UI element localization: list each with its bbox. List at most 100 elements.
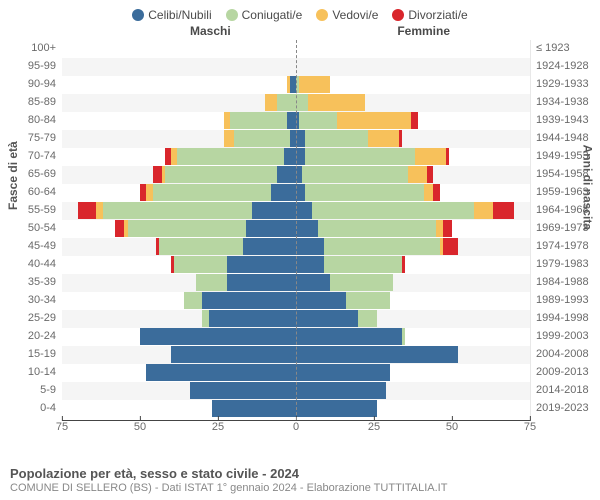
bar-segment (277, 94, 296, 111)
legend: Celibi/Nubili Coniugati/e Vedovi/e Divorzia… (0, 0, 600, 22)
bar-segment (296, 256, 324, 273)
male-bar (0, 148, 296, 165)
x-tick: 25 (368, 421, 380, 433)
legend-swatch (226, 9, 238, 21)
bar-segment (296, 364, 390, 381)
bar-segment (330, 274, 392, 291)
male-bar (0, 94, 296, 111)
bar-segment (312, 202, 474, 219)
pyramid-plot: 100+≤ 192395-991924-192890-941929-193385… (62, 40, 530, 420)
bar-segment (408, 166, 427, 183)
bar-segment (324, 238, 439, 255)
bar-segment (227, 274, 296, 291)
female-bar (296, 130, 600, 147)
bar-segment (443, 220, 452, 237)
male-bar (0, 400, 296, 417)
bar-segment (324, 256, 402, 273)
bar-segment (296, 292, 346, 309)
female-bar (296, 220, 600, 237)
male-bar (0, 76, 296, 93)
bar-segment (115, 220, 124, 237)
male-bar (0, 166, 296, 183)
female-bar (296, 292, 600, 309)
female-bar (296, 238, 600, 255)
legend-swatch (316, 9, 328, 21)
female-bar (296, 166, 600, 183)
bar-segment (493, 202, 515, 219)
bar-segment (443, 238, 459, 255)
bar-segment (296, 310, 358, 327)
legend-item: Celibi/Nubili (132, 8, 211, 22)
male-bar (0, 130, 296, 147)
bar-segment (318, 220, 437, 237)
legend-swatch (132, 9, 144, 21)
bar-segment (277, 166, 296, 183)
bar-segment (252, 202, 296, 219)
x-tick: 50 (446, 421, 458, 433)
female-bar (296, 202, 600, 219)
bar-segment (427, 166, 433, 183)
bar-segment (402, 328, 405, 345)
male-bar (0, 256, 296, 273)
bar-segment (337, 112, 412, 129)
bar-segment (368, 130, 399, 147)
legend-swatch (392, 9, 404, 21)
bar-segment (296, 148, 305, 165)
bar-segment (234, 130, 290, 147)
male-bar (0, 382, 296, 399)
bar-segment (212, 400, 296, 417)
bar-segment (196, 274, 227, 291)
bar-segment (305, 184, 424, 201)
bar-segment (305, 130, 367, 147)
bar-segment (174, 256, 227, 273)
legend-item: Coniugati/e (226, 8, 303, 22)
bar-segment (399, 130, 402, 147)
female-bar (296, 328, 600, 345)
bar-segment (265, 94, 277, 111)
bar-segment (153, 166, 162, 183)
male-bar (0, 40, 296, 57)
bar-segment (165, 166, 277, 183)
bar-segment (243, 238, 296, 255)
bar-segment (202, 292, 296, 309)
bar-segment (224, 130, 233, 147)
x-tick: 75 (56, 421, 68, 433)
male-label: Maschi (190, 24, 231, 38)
female-bar (296, 256, 600, 273)
bar-segment (299, 112, 336, 129)
footer: Popolazione per età, sesso e stato civil… (10, 466, 447, 494)
legend-item: Divorziati/e (392, 8, 467, 22)
center-axis (296, 40, 297, 420)
bar-segment (284, 148, 296, 165)
bar-segment (296, 94, 308, 111)
bar-segment (296, 328, 402, 345)
legend-label: Vedovi/e (332, 8, 378, 22)
bar-segment (415, 148, 446, 165)
female-bar (296, 400, 600, 417)
bar-segment (358, 310, 377, 327)
male-bar (0, 310, 296, 327)
male-bar (0, 220, 296, 237)
chart-subtitle: COMUNE DI SELLERO (BS) - Dati ISTAT 1° g… (10, 482, 447, 494)
bar-segment (299, 76, 330, 93)
x-tick: 50 (134, 421, 146, 433)
bar-segment (177, 148, 283, 165)
bar-segment (296, 274, 330, 291)
female-bar (296, 274, 600, 291)
bar-segment (271, 184, 296, 201)
x-tick: 0 (293, 421, 299, 433)
female-bar (296, 40, 600, 57)
female-bar (296, 364, 600, 381)
bar-segment (308, 94, 364, 111)
bar-segment (302, 166, 408, 183)
female-bar (296, 76, 600, 93)
female-bar (296, 310, 600, 327)
female-bar (296, 382, 600, 399)
bar-segment (296, 238, 324, 255)
bar-segment (103, 202, 253, 219)
male-bar (0, 274, 296, 291)
bar-segment (287, 112, 296, 129)
bar-segment (190, 382, 296, 399)
bar-segment (296, 184, 305, 201)
bar-segment (140, 328, 296, 345)
